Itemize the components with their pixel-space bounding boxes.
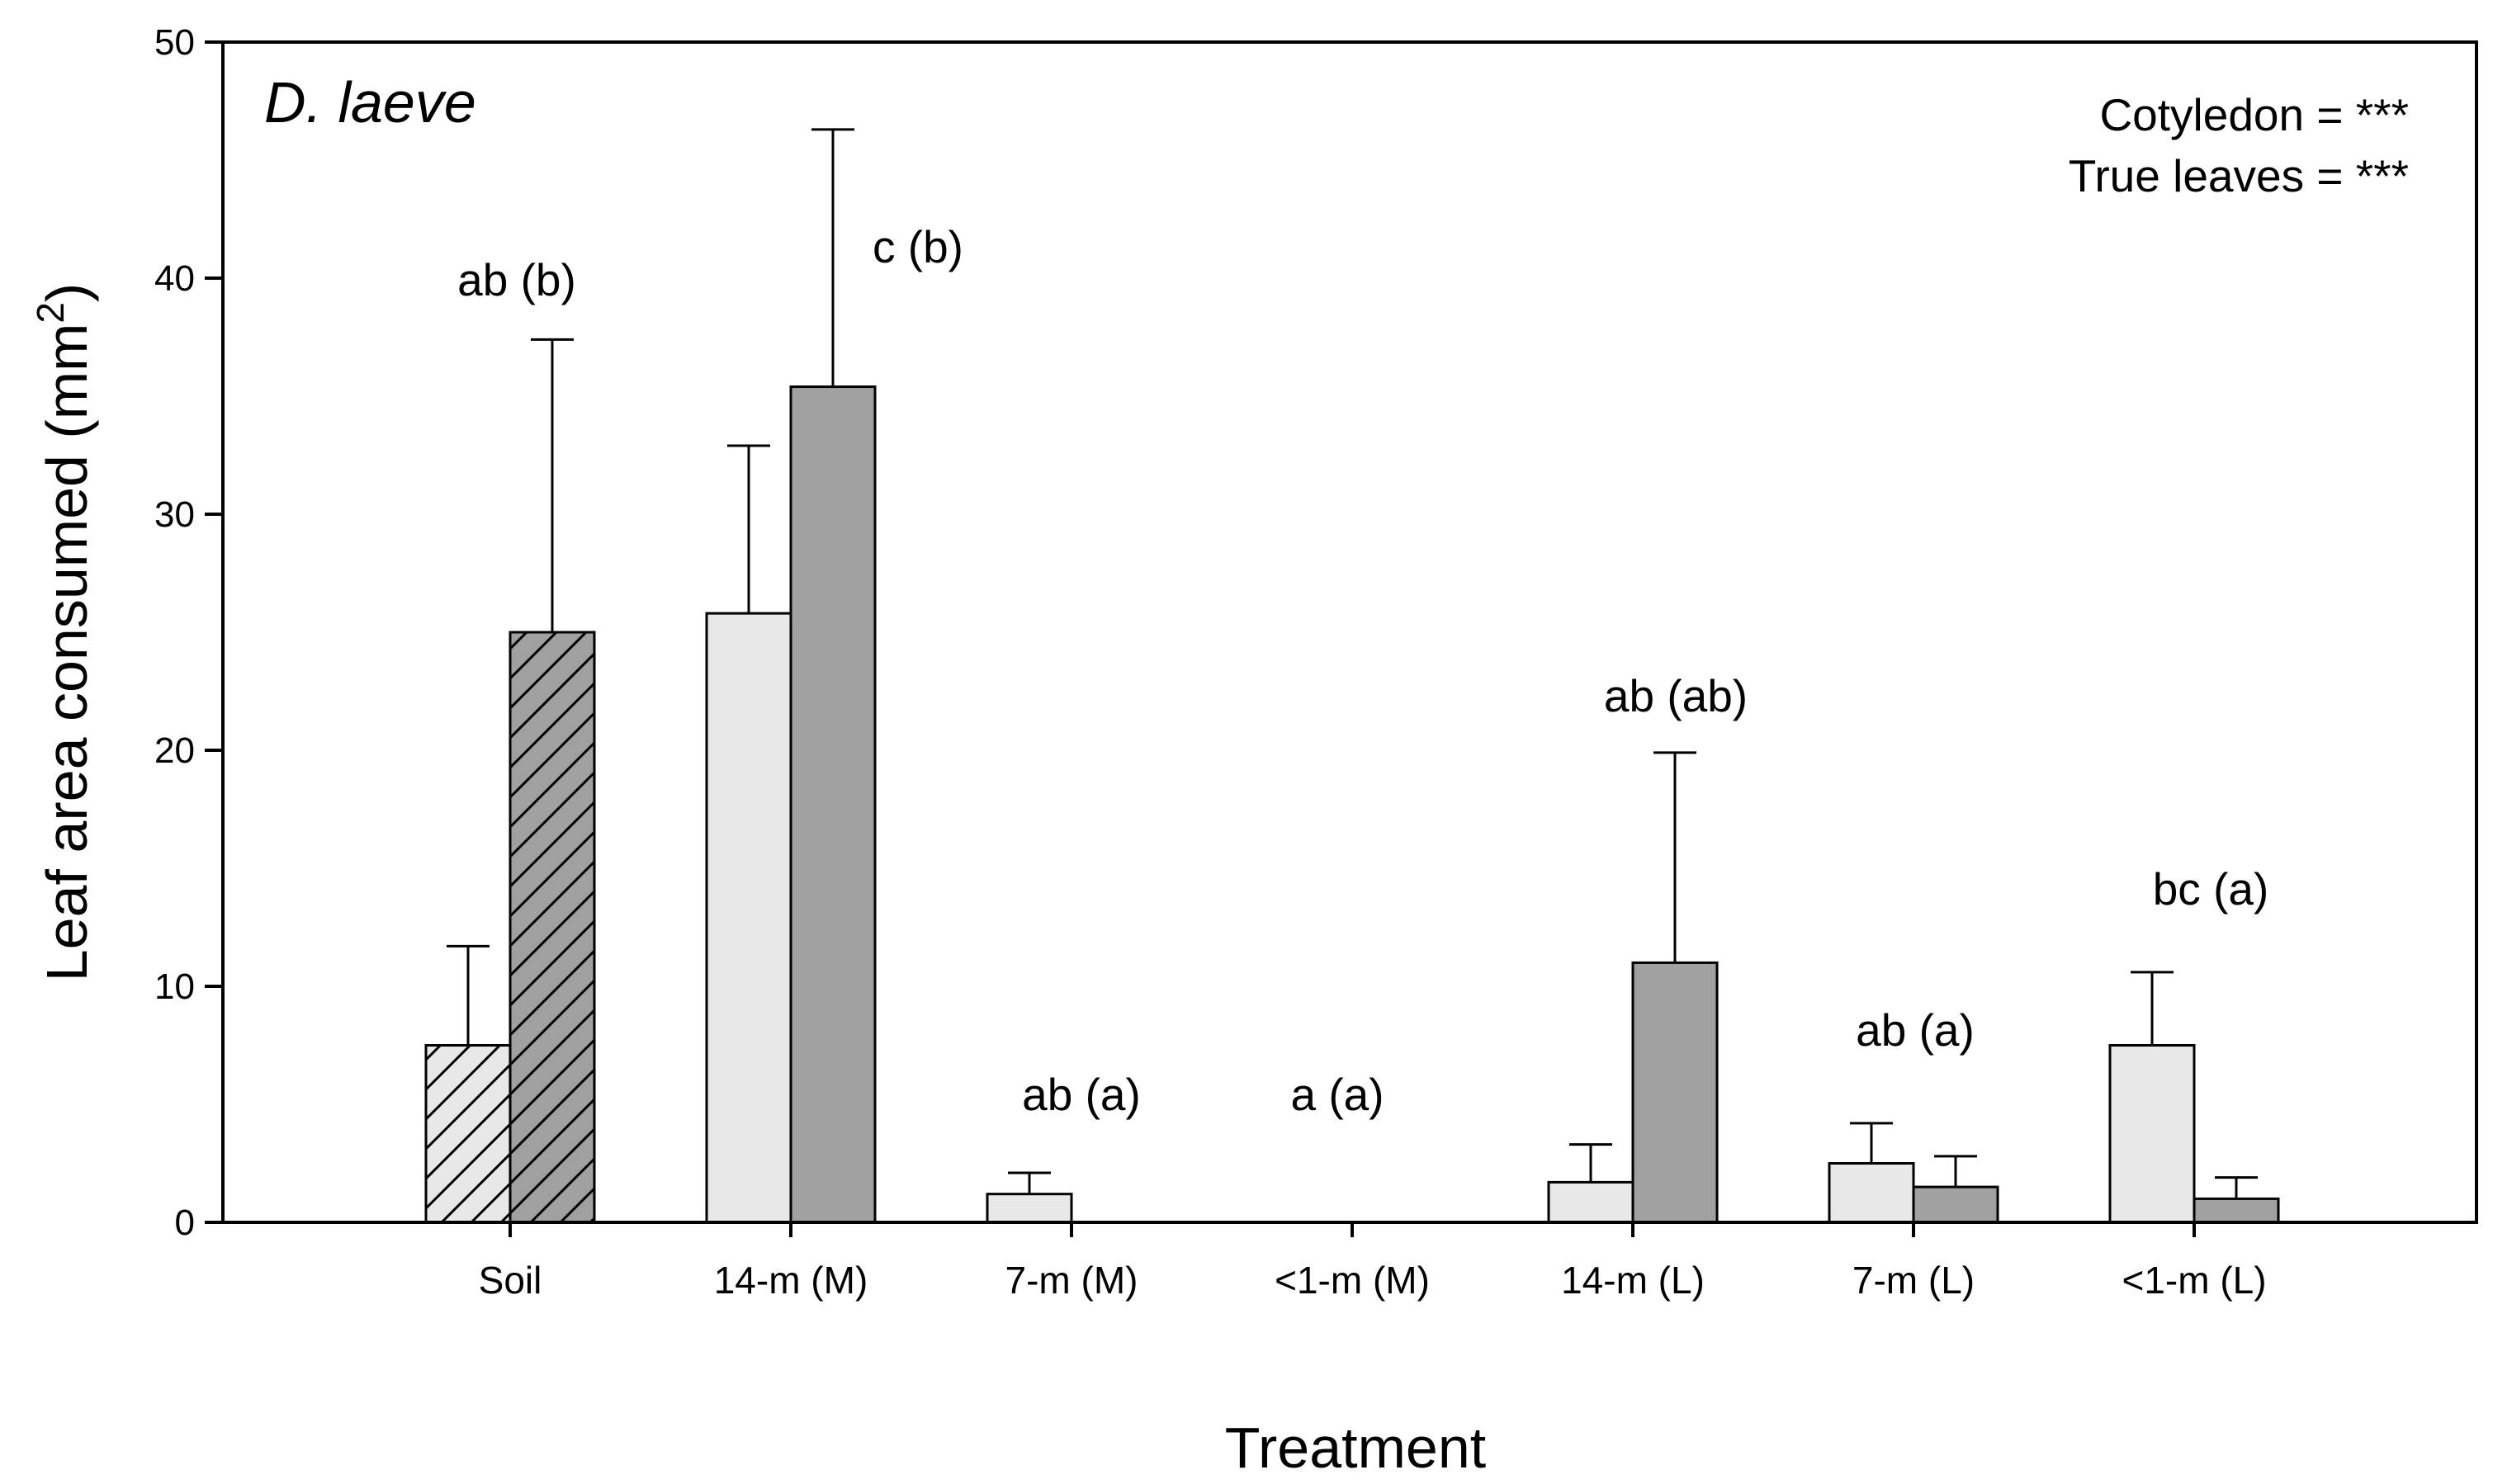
y-tick-label: 40 [154,258,195,299]
significance-label: c (b) [873,221,963,272]
bar-cotyledon [2108,1044,2196,1224]
bar-true-leaves [789,385,877,1224]
bar-true-leaves [1631,961,1719,1224]
y-tick-label: 50 [154,22,195,63]
x-axis-tick-labels: Soil 14-m (M) 7-m (M) <1-m (M) 14-m (L) 7-m (… [479,1222,2267,1302]
stat-cotyledon: Cotyledon = *** [2099,89,2409,140]
bar-hatch-overlay [424,1044,512,1224]
y-axis-title-main: Leaf area consumed (mm [35,324,99,982]
y-tick-label: 10 [154,966,195,1007]
y-tick-label: 20 [154,730,195,771]
x-tick-label: 14-m (M) [714,1259,868,1302]
x-tick-label: 7-m (L) [1852,1259,1975,1302]
plot-frame [221,40,2478,1224]
error-bars [447,128,2258,1199]
x-axis-title: Treatment [1225,1415,1486,1480]
significance-label: ab (a) [1856,1004,1975,1056]
y-axis-title-close: ) [35,283,99,302]
bar-hatch-overlay [509,631,596,1224]
bar-cotyledon [1828,1162,1915,1224]
bar-cotyledon [1547,1180,1634,1224]
bar-true-leaves [1912,1185,1999,1224]
x-tick-label: <1-m (M) [1275,1259,1430,1302]
significance-label: ab (ab) [1604,670,1748,721]
x-tick-label: 7-m (M) [1005,1259,1138,1302]
bar-true-leaves [2193,1197,2280,1224]
species-label: D. laeve [264,70,476,135]
x-tick-label: Soil [479,1259,542,1302]
bar-cotyledon [705,612,792,1224]
y-axis-title-superscript: 2 [29,302,72,324]
significance-label: ab (b) [457,254,576,305]
significance-label: a (a) [1290,1069,1384,1120]
y-tick-label: 0 [175,1203,195,1243]
significance-label: bc (a) [2153,863,2269,915]
stat-true-leaves: True leaves = *** [2069,150,2409,201]
y-axis-title: Leaf area consumed (mm2) [29,283,99,982]
significance-labels: ab (b) c (b) ab (a) a (a) ab (ab) ab (a) bc (a… [457,221,2268,1120]
significance-label: ab (a) [1022,1069,1141,1120]
x-tick-label: 14-m (L) [1561,1259,1705,1302]
y-tick-label: 30 [154,494,195,535]
y-axis-ticks: 0 10 20 30 40 50 [154,22,223,1243]
x-tick-label: <1-m (L) [2122,1259,2266,1302]
bar-cotyledon [986,1193,1073,1224]
